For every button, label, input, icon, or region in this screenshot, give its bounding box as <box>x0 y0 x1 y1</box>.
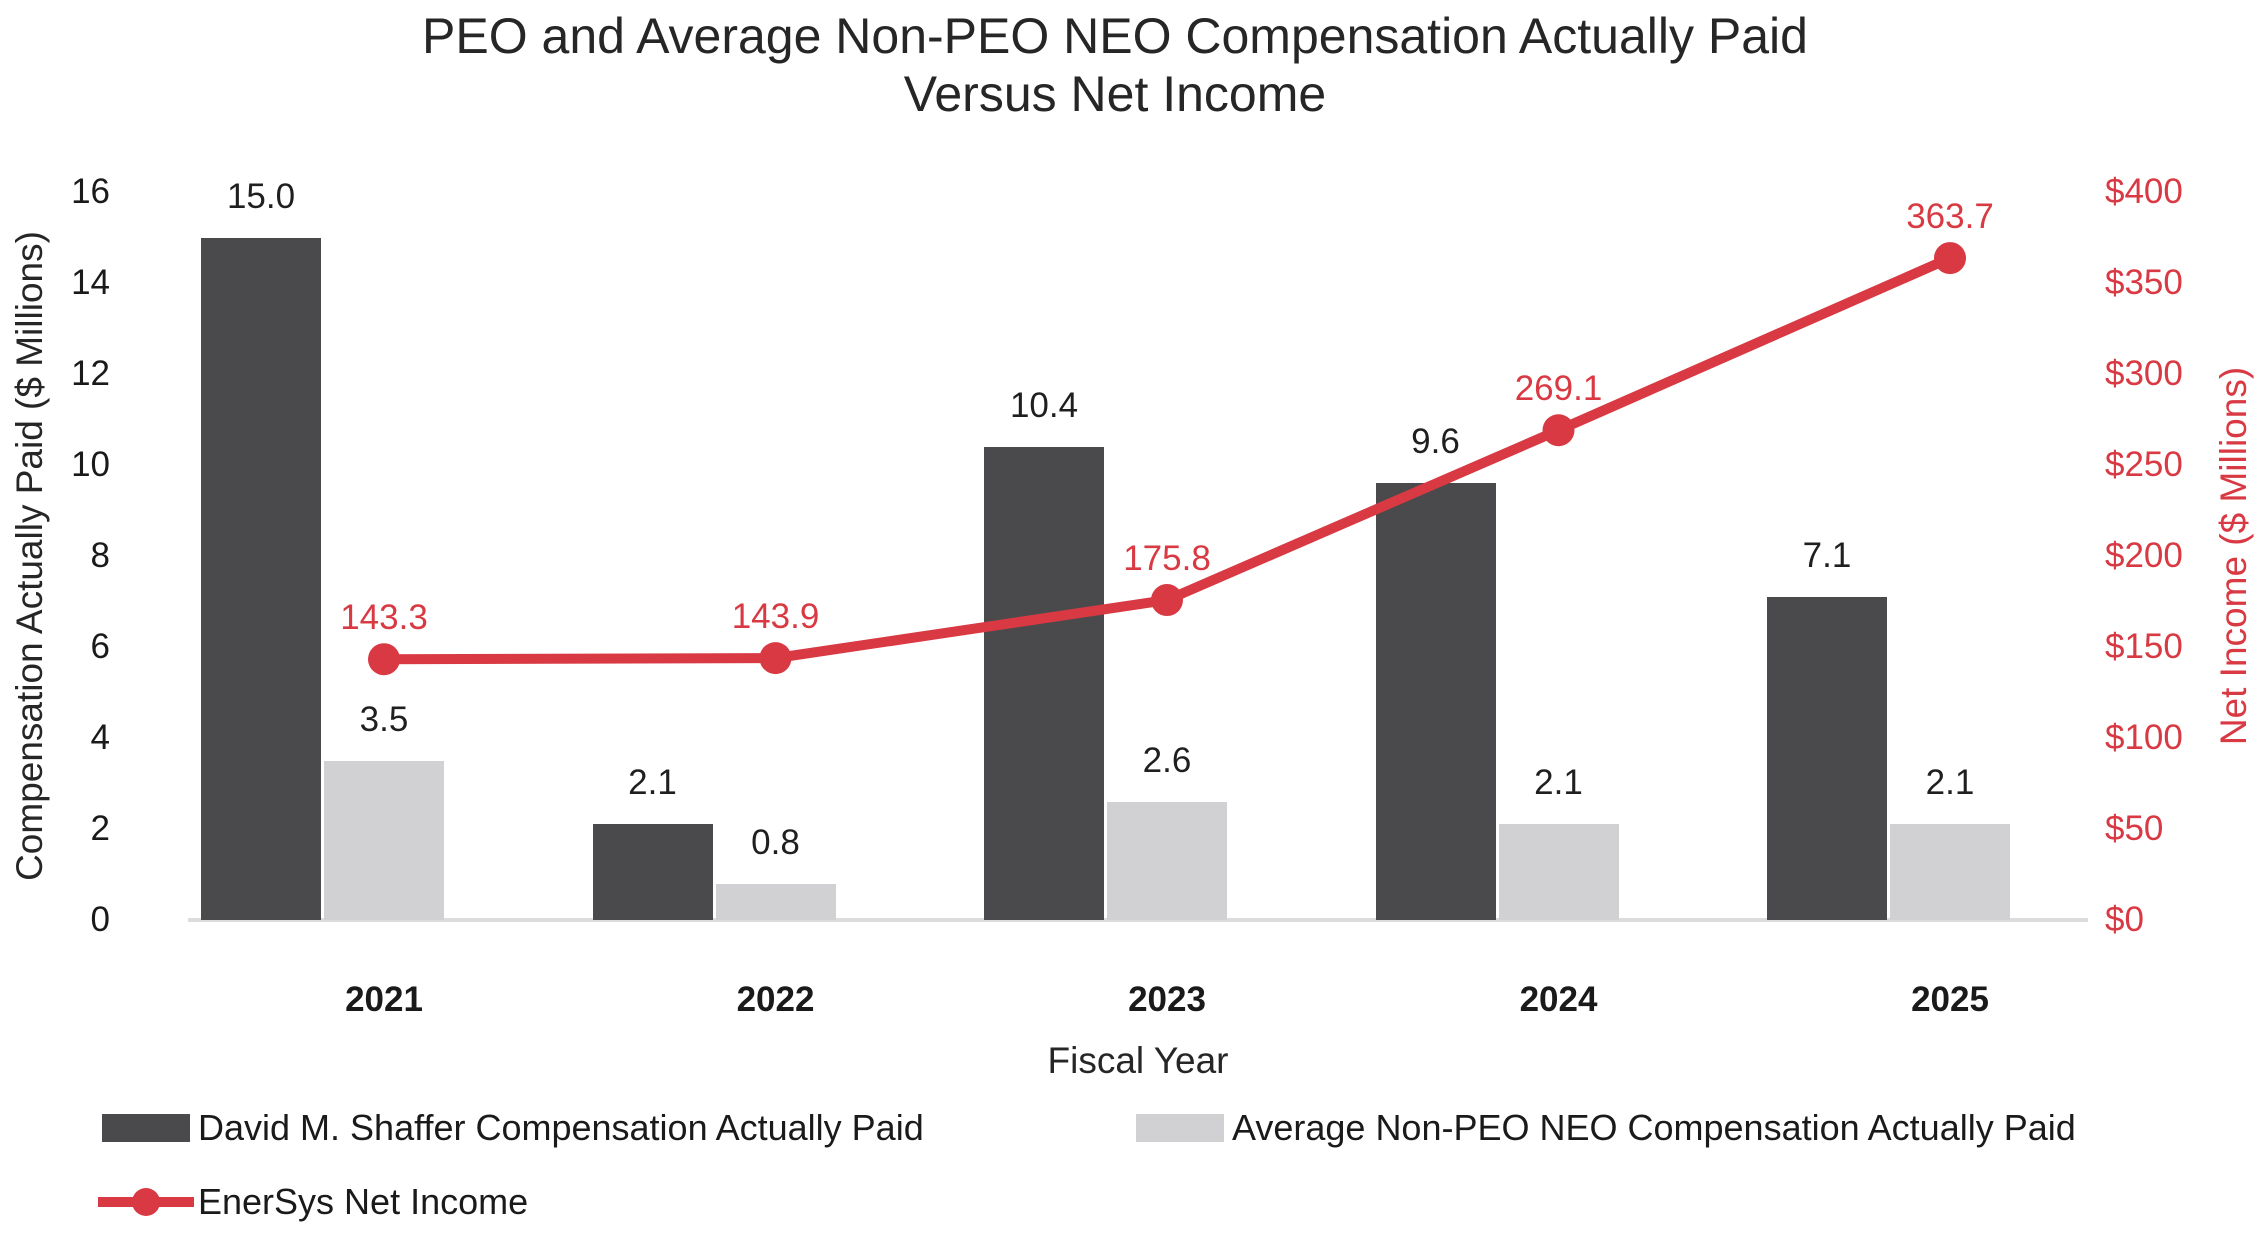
line-value-label: 269.1 <box>1514 369 1603 409</box>
bar-neo-2024 <box>1498 824 1619 920</box>
right-axis-tick: $50 <box>2105 809 2164 848</box>
bar-value-label: 15.0 <box>226 176 296 216</box>
line-value-label: 175.8 <box>1123 539 1211 579</box>
bar-value-label: 9.6 <box>1411 422 1460 462</box>
line-point-2021 <box>368 643 400 676</box>
bar-value-label: 0.8 <box>751 822 800 862</box>
left-axis-tick: 16 <box>71 172 110 211</box>
legend-label-neo: Average Non-PEO NEO Compensation Actuall… <box>1232 1107 2076 1148</box>
net-income-line-svg <box>368 242 1966 676</box>
right-axis-tick: $300 <box>2105 354 2183 393</box>
x-axis-title: Fiscal Year <box>1047 1040 1229 1081</box>
left-axis-tick: 4 <box>90 718 110 757</box>
bar-value-label: 2.1 <box>1925 763 1975 803</box>
bar-value-label: 3.5 <box>359 699 409 739</box>
bar-value-label: 10.4 <box>1009 385 1079 425</box>
right-axis-tick: $350 <box>2105 263 2183 302</box>
chart-title-line1: PEO and Average Non-PEO NEO Compensation… <box>422 8 1808 64</box>
line-point-2024 <box>1542 414 1575 447</box>
line-value-label: 363.7 <box>1906 197 1994 237</box>
left-axis-tick: 6 <box>90 627 110 666</box>
left-axis-tick: 8 <box>90 536 110 575</box>
left-axis-tick: 10 <box>71 445 110 484</box>
right-axis-tick: $400 <box>2105 172 2183 211</box>
line-point-2023 <box>1151 584 1183 617</box>
chart-title-line2: Versus Net Income <box>903 66 1327 122</box>
right-axis-tick: $100 <box>2105 718 2183 757</box>
x-label-2025: 2025 <box>1911 980 1989 1019</box>
legend-label-net-income: EnerSys Net Income <box>198 1181 529 1222</box>
bar-peo-2023 <box>984 446 1104 920</box>
left-axis-tick: 14 <box>71 263 110 302</box>
bar-peo-2025 <box>1767 596 1887 920</box>
legend-swatch-neo-bar <box>1136 1114 1224 1142</box>
left-axis-tick: 12 <box>71 354 110 393</box>
legend-label-peo: David M. Shaffer Compensation Actually P… <box>198 1107 924 1148</box>
bar-value-label: 7.1 <box>1802 535 1852 575</box>
bar-neo-2021 <box>324 760 444 920</box>
bar-neo-2023 <box>1107 801 1227 920</box>
x-axis-line <box>188 918 2088 922</box>
bar-neo-2025 <box>1890 824 2010 920</box>
legend-swatch-peo-bar <box>102 1114 190 1142</box>
right-axis-tick: $200 <box>2105 536 2183 575</box>
bar-peo-2024 <box>1375 483 1496 920</box>
line-point-2025 <box>1934 242 1966 275</box>
x-label-2024: 2024 <box>1519 980 1598 1019</box>
left-axis-tick: 0 <box>90 900 110 939</box>
right-axis-tick: $250 <box>2105 445 2183 484</box>
x-label-2023: 2023 <box>1128 980 1206 1019</box>
line-value-label: 143.3 <box>340 598 428 638</box>
x-label-2021: 2021 <box>345 980 423 1019</box>
left-axis-tick: 2 <box>90 809 110 848</box>
right-axis-tick: $0 <box>2105 900 2144 939</box>
line-point-2022 <box>759 642 792 675</box>
bar-peo-2022 <box>592 824 713 920</box>
bar-neo-2022 <box>715 883 836 920</box>
line-value-label: 143.9 <box>731 597 820 637</box>
bar-value-label: 2.1 <box>1534 763 1583 803</box>
bar-value-label: 2.6 <box>1142 740 1192 780</box>
bar-peo-2021 <box>201 237 321 920</box>
bar-value-label: 2.1 <box>628 763 677 803</box>
right-axis-tick: $150 <box>2105 627 2183 666</box>
x-label-2022: 2022 <box>736 980 815 1019</box>
legend-dot-net-income <box>132 1188 160 1216</box>
